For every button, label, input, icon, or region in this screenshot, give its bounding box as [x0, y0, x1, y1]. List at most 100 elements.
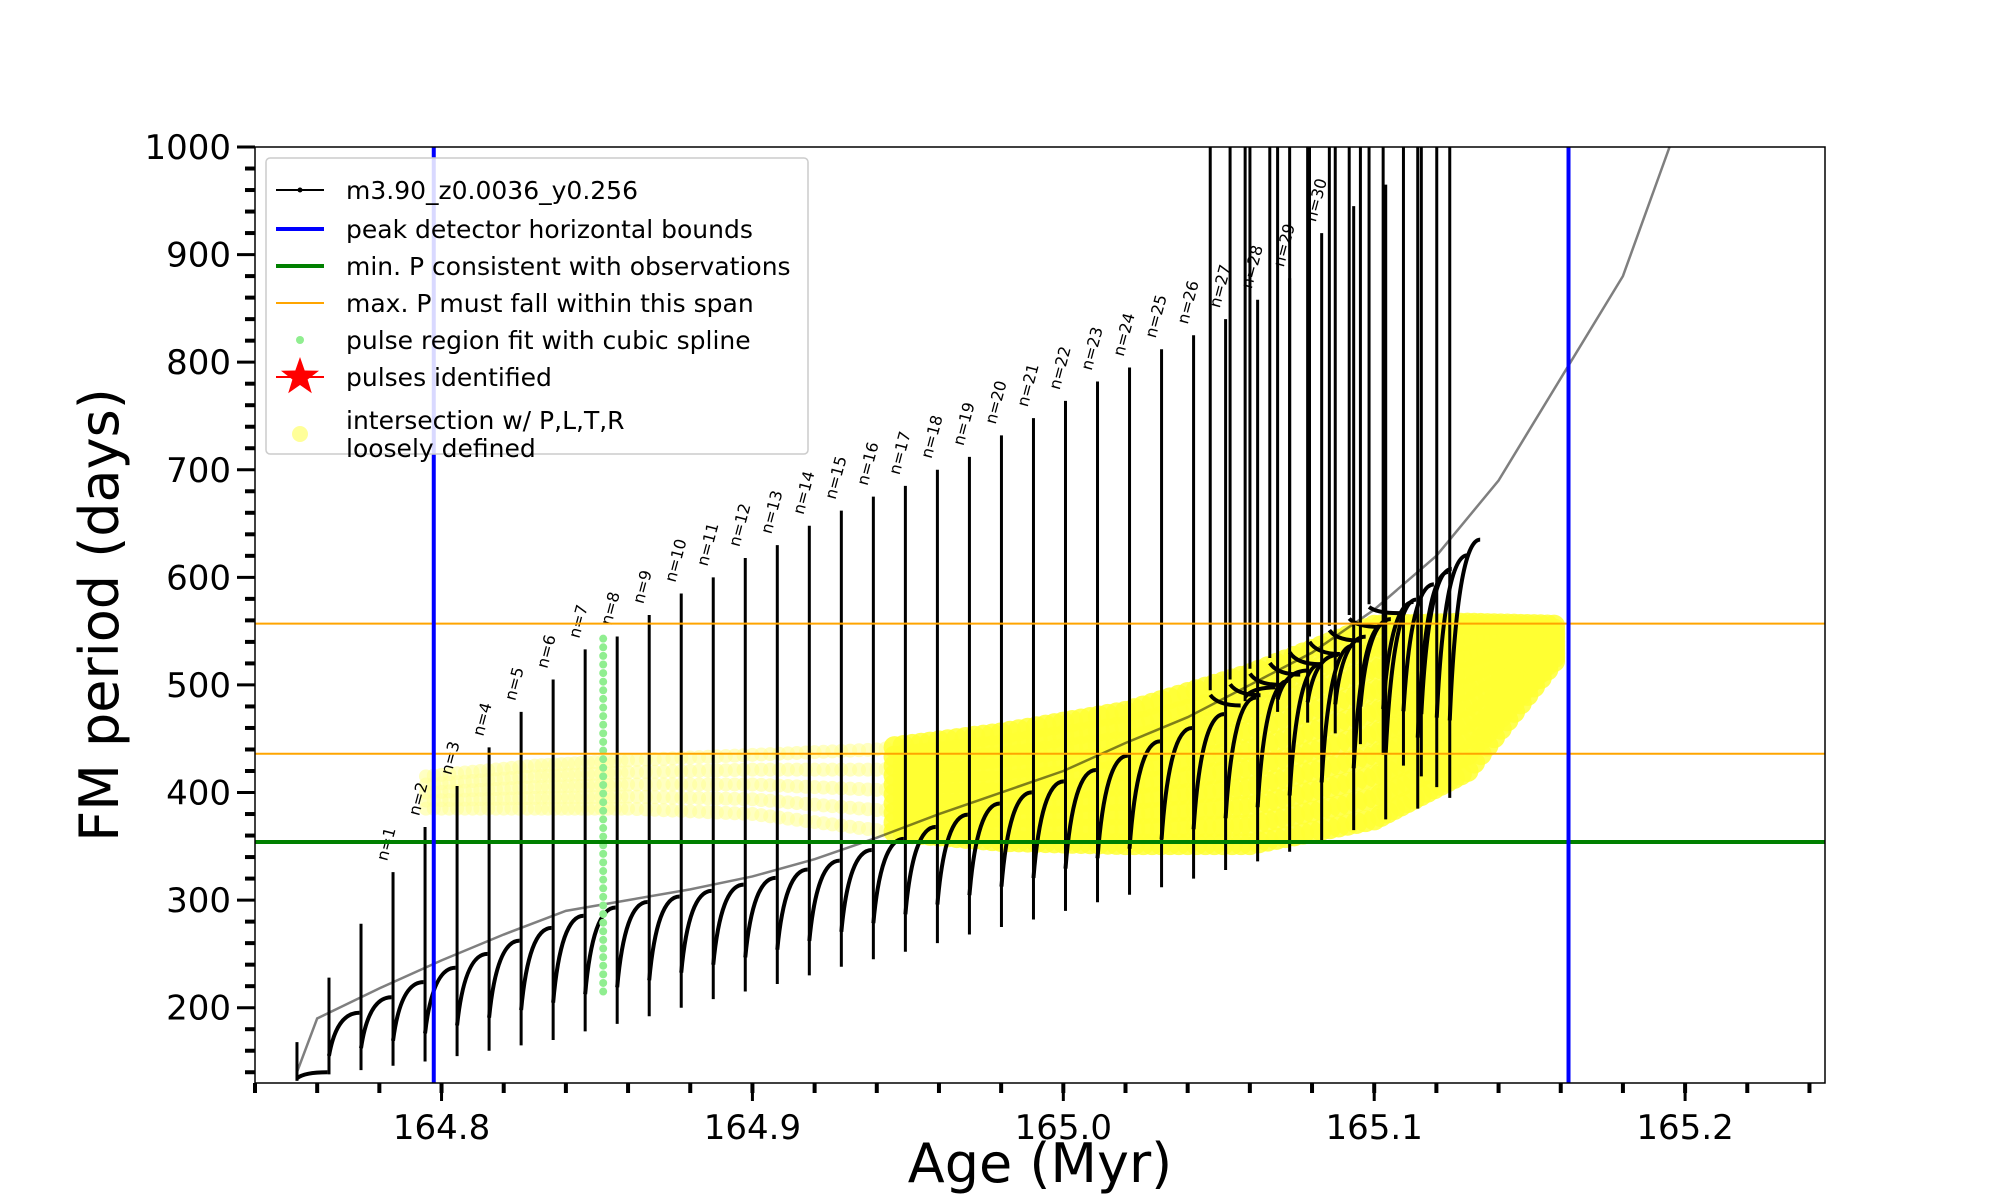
pulse-arc	[1268, 661, 1301, 677]
y-tick-label: 400	[166, 774, 231, 814]
pulse-arc	[1031, 779, 1065, 879]
spline-point	[599, 901, 608, 910]
pulse-arc	[1159, 726, 1193, 840]
legend-label: min. P consistent with observations	[346, 252, 791, 281]
pulse-arc	[743, 875, 777, 958]
spline-point	[599, 824, 608, 833]
spline-point	[599, 884, 608, 893]
legend-swatch-dot	[297, 187, 303, 193]
legend-entry: m3.90_z0.0036_y0.256	[276, 176, 638, 205]
x-tick-label: 164.9	[704, 1108, 801, 1148]
spline-point	[599, 729, 608, 738]
y-tick-label: 800	[166, 343, 231, 383]
spline-point	[599, 806, 608, 815]
y-tick-label: 300	[166, 881, 231, 921]
legend-entry: pulse region fit with cubic spline	[296, 326, 751, 355]
pulse-arc	[615, 899, 648, 988]
pulse-label: n=17	[885, 429, 915, 476]
legend-entry: min. P consistent with observations	[276, 252, 791, 281]
spline-point	[599, 686, 608, 695]
spline-point	[599, 677, 608, 686]
plot-area: n=1n=2n=3n=4n=5n=6n=7n=8n=9n=10n=11n=12n…	[255, 147, 1825, 1083]
spline-point	[599, 789, 608, 798]
y-tick-label: 500	[166, 666, 231, 706]
pulse-label: n=6	[533, 633, 560, 671]
spline-point	[599, 918, 608, 927]
pulse-label: n=25	[1141, 293, 1171, 340]
intersection-point	[1543, 614, 1566, 637]
pulse-arc	[487, 938, 520, 1018]
pulse-label: n=29	[1269, 222, 1299, 269]
pulse-label: n=13	[757, 488, 787, 535]
spline-point	[599, 935, 608, 944]
spline-point	[599, 763, 608, 772]
pulse-arc	[711, 882, 744, 965]
spline-region	[599, 634, 608, 996]
pulse-arc	[519, 925, 552, 1011]
pulse-label: n=14	[789, 469, 819, 516]
pulse-arc	[1307, 640, 1340, 656]
pulse-arc	[903, 824, 937, 915]
pulse-arc	[647, 894, 680, 981]
pulse-arc	[1275, 668, 1309, 700]
y-axis-label: FM period (days)	[68, 388, 131, 842]
legend-label: loosely defined	[346, 434, 536, 463]
y-tick-label: 600	[166, 558, 231, 598]
spline-point	[599, 832, 608, 841]
legend-swatch	[281, 357, 319, 394]
x-tick-label: 164.8	[393, 1108, 490, 1148]
pulse-arc	[1447, 537, 1481, 721]
pulse-arc	[1287, 651, 1321, 667]
pulse-arc	[583, 905, 616, 995]
pulse-arc	[807, 858, 841, 942]
pulse-arc	[551, 913, 584, 1003]
y-tick-label: 1000	[144, 128, 231, 168]
spline-point	[599, 978, 608, 987]
x-axis-label: Age (Myr)	[908, 1132, 1173, 1195]
spline-point	[599, 798, 608, 807]
legend-box	[265, 157, 809, 455]
pulse-label: n=30	[1301, 176, 1331, 223]
pulse-arc	[1358, 617, 1392, 707]
pulse-arc	[295, 1070, 328, 1080]
pulse-label: n=21	[1013, 361, 1043, 408]
spline-point	[599, 780, 608, 789]
spline-point	[599, 961, 608, 970]
legend-entry: pulses identified	[276, 357, 552, 394]
spline-point	[599, 953, 608, 962]
pulse-arc	[1367, 605, 1400, 616]
pulse-arc	[871, 836, 905, 924]
spline-point	[599, 849, 608, 858]
x-tick-label: 165.1	[1326, 1108, 1423, 1148]
pulse-label: n=8	[597, 590, 624, 628]
legend-swatch	[296, 336, 304, 344]
pulse-arc	[327, 1010, 360, 1057]
pulse-arc	[1327, 628, 1360, 643]
pulse-arc	[935, 812, 969, 905]
spline-point	[599, 944, 608, 953]
pulse-label: n=9	[629, 568, 656, 606]
pulse-label: n=4	[469, 700, 496, 738]
spline-point	[599, 892, 608, 901]
pulse-label: n=22	[1045, 344, 1075, 391]
pulse-arc	[1381, 599, 1414, 710]
pulse-label: n=10	[661, 537, 691, 584]
spline-point	[599, 712, 608, 721]
pulse-arc	[1223, 695, 1257, 819]
spline-point	[599, 634, 608, 643]
pulse-label: n=26	[1173, 279, 1203, 326]
legend-label: pulse region fit with cubic spline	[346, 326, 751, 355]
pulse-arc	[1333, 634, 1366, 705]
legend-label: max. P must fall within this span	[346, 289, 754, 318]
pulse-label: n=11	[693, 521, 723, 568]
pulse-arc	[423, 965, 456, 1034]
spline-point	[599, 858, 608, 867]
pulse-arc	[967, 801, 1001, 896]
pulse-label: n=7	[565, 603, 592, 641]
pulse-arc	[839, 847, 873, 932]
legend-entry: max. P must fall within this span	[276, 289, 754, 318]
